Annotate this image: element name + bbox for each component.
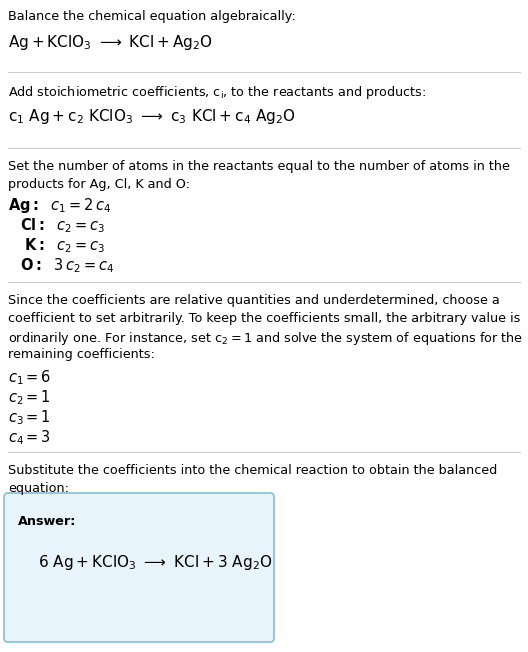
- Text: coefficient to set arbitrarily. To keep the coefficients small, the arbitrary va: coefficient to set arbitrarily. To keep …: [8, 312, 521, 325]
- Text: ordinarily one. For instance, set $\mathregular{c_2 = 1}$ and solve the system o: ordinarily one. For instance, set $\math…: [8, 330, 523, 347]
- Text: $c_4 = 3$: $c_4 = 3$: [8, 428, 51, 447]
- Text: $\mathregular{Ag + KClO_3\ \longrightarrow\ KCl + Ag_2O}$: $\mathregular{Ag + KClO_3\ \longrightarr…: [8, 33, 213, 52]
- Text: Balance the chemical equation algebraically:: Balance the chemical equation algebraica…: [8, 10, 296, 23]
- Text: Add stoichiometric coefficients, $\mathregular{c_i}$, to the reactants and produ: Add stoichiometric coefficients, $\mathr…: [8, 84, 426, 101]
- Text: $c_2 = 1$: $c_2 = 1$: [8, 388, 51, 407]
- Text: $c_3 = 1$: $c_3 = 1$: [8, 408, 51, 426]
- Text: Answer:: Answer:: [18, 515, 77, 528]
- FancyBboxPatch shape: [4, 493, 274, 642]
- Text: $c_1 = 6$: $c_1 = 6$: [8, 368, 51, 387]
- Text: $\mathregular{6\ Ag + KClO_3\ \longrightarrow\ KCl + 3\ Ag_2O}$: $\mathregular{6\ Ag + KClO_3\ \longright…: [38, 553, 272, 572]
- Text: Substitute the coefficients into the chemical reaction to obtain the balanced: Substitute the coefficients into the che…: [8, 464, 497, 477]
- Text: $\mathbf{Ag:}\ \ c_1 = 2\,c_4$: $\mathbf{Ag:}\ \ c_1 = 2\,c_4$: [8, 196, 111, 215]
- Text: Set the number of atoms in the reactants equal to the number of atoms in the: Set the number of atoms in the reactants…: [8, 160, 510, 173]
- Text: remaining coefficients:: remaining coefficients:: [8, 348, 155, 361]
- Text: $\mathbf{Cl:}\ \ c_2 = c_3$: $\mathbf{Cl:}\ \ c_2 = c_3$: [20, 216, 106, 235]
- Text: $\mathbf{O:}\ \ 3\,c_2 = c_4$: $\mathbf{O:}\ \ 3\,c_2 = c_4$: [20, 256, 114, 274]
- Text: $\mathbf{K:}\ \ c_2 = c_3$: $\mathbf{K:}\ \ c_2 = c_3$: [24, 236, 105, 255]
- Text: $\mathregular{c_1\ Ag + c_2\ KClO_3\ \longrightarrow\ c_3\ KCl + c_4\ Ag_2O}$: $\mathregular{c_1\ Ag + c_2\ KClO_3\ \lo…: [8, 107, 296, 126]
- Text: equation:: equation:: [8, 482, 69, 495]
- Text: products for Ag, Cl, K and O:: products for Ag, Cl, K and O:: [8, 178, 190, 191]
- Text: Since the coefficients are relative quantities and underdetermined, choose a: Since the coefficients are relative quan…: [8, 294, 499, 307]
